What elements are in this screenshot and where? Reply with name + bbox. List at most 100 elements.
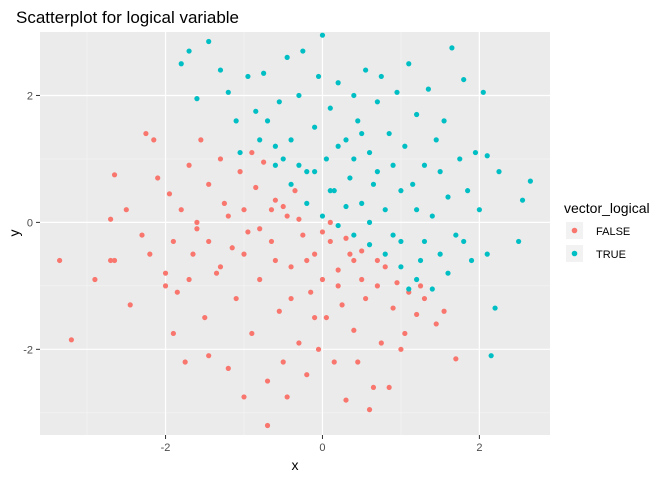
- data-point: [284, 394, 290, 400]
- data-point: [484, 153, 490, 159]
- data-point: [304, 372, 310, 378]
- data-point: [359, 200, 365, 206]
- data-point: [441, 308, 447, 314]
- data-point: [433, 137, 439, 143]
- data-point: [194, 96, 200, 102]
- data-point: [162, 283, 169, 289]
- data-point: [327, 219, 333, 225]
- data-point: [359, 130, 365, 137]
- data-point: [108, 216, 114, 222]
- data-point: [206, 38, 212, 45]
- data-point: [304, 169, 310, 175]
- data-point: [327, 238, 333, 245]
- data-point: [461, 76, 467, 83]
- data-point: [296, 92, 302, 99]
- grid-lines: [40, 32, 550, 435]
- data-point: [241, 207, 247, 213]
- data-point: [386, 130, 392, 137]
- legend-marker: [571, 227, 578, 234]
- data-point: [335, 283, 341, 289]
- data-point: [488, 353, 494, 359]
- data-point: [366, 149, 373, 156]
- data-point: [245, 73, 251, 80]
- data-point: [390, 305, 396, 311]
- data-point: [331, 188, 337, 194]
- data-point: [151, 137, 157, 143]
- data-point: [217, 264, 224, 270]
- data-point: [382, 207, 388, 213]
- y-tick-label: -2: [23, 344, 33, 356]
- data-point: [480, 89, 486, 95]
- data-point: [92, 276, 98, 283]
- data-point: [339, 302, 345, 308]
- data-point: [323, 314, 329, 321]
- data-point: [186, 276, 192, 283]
- data-point: [402, 143, 408, 149]
- y-tick-label: 0: [27, 217, 33, 229]
- data-point: [304, 257, 310, 264]
- data-point: [476, 207, 482, 213]
- data-point: [414, 207, 420, 213]
- data-point: [406, 286, 412, 292]
- data-point: [245, 229, 251, 235]
- data-point: [406, 61, 412, 67]
- data-point: [272, 197, 278, 203]
- data-point: [390, 162, 396, 168]
- data-point: [221, 200, 227, 206]
- data-points: [57, 32, 533, 429]
- data-point: [268, 207, 275, 213]
- data-point: [257, 276, 263, 283]
- data-point: [296, 340, 302, 346]
- data-point: [315, 73, 322, 80]
- data-point: [206, 181, 212, 187]
- data-point: [190, 251, 196, 257]
- data-point: [312, 314, 318, 321]
- legend-title: vector_logical: [564, 200, 650, 216]
- data-point: [421, 238, 428, 245]
- data-point: [257, 226, 263, 232]
- data-point: [57, 257, 63, 264]
- data-point: [445, 194, 451, 200]
- data-point: [280, 359, 286, 365]
- data-point: [453, 356, 459, 362]
- data-point: [359, 276, 365, 283]
- data-point: [139, 232, 145, 238]
- data-point: [213, 270, 220, 276]
- data-point: [390, 232, 396, 238]
- data-point: [327, 105, 333, 111]
- data-point: [206, 353, 212, 359]
- data-point: [194, 219, 200, 225]
- data-point: [264, 118, 271, 124]
- data-point: [162, 270, 169, 276]
- data-point: [402, 330, 408, 337]
- data-point: [111, 172, 118, 178]
- data-point: [398, 238, 404, 245]
- data-point: [198, 137, 204, 143]
- data-point: [421, 295, 428, 302]
- data-point: [417, 283, 424, 289]
- plot-panel: [40, 32, 550, 435]
- data-point: [182, 359, 188, 365]
- data-point: [441, 118, 447, 124]
- data-point: [433, 321, 439, 327]
- data-point: [461, 238, 467, 245]
- data-point: [288, 264, 294, 270]
- data-point: [496, 169, 502, 175]
- data-point: [445, 270, 451, 276]
- data-point: [437, 169, 443, 175]
- data-point: [468, 257, 475, 264]
- data-point: [276, 308, 282, 314]
- data-point: [398, 188, 404, 194]
- data-point: [351, 327, 357, 333]
- data-point: [323, 156, 329, 162]
- data-point: [331, 359, 337, 365]
- data-point: [319, 213, 326, 219]
- data-point: [166, 191, 173, 197]
- data-point: [264, 378, 271, 384]
- data-point: [351, 156, 357, 162]
- series-true: [178, 32, 533, 359]
- data-point: [382, 251, 388, 257]
- data-point: [472, 149, 479, 156]
- data-point: [394, 280, 400, 286]
